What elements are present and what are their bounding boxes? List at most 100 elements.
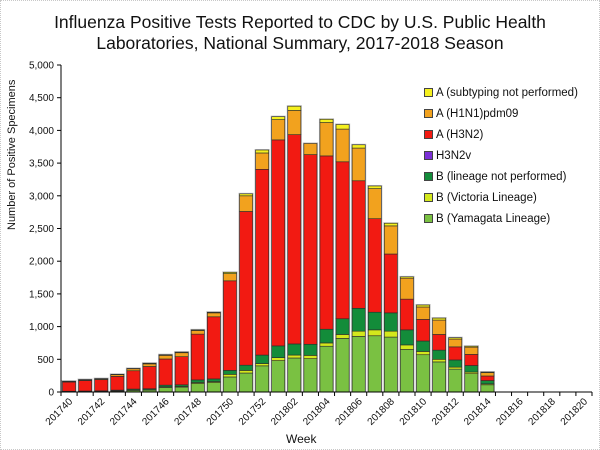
bar-segment-a-subtyping-not-performed — [271, 116, 286, 120]
bar-segment-a-subtyping-not-performed — [158, 354, 173, 356]
bar-segment-a-subtyping-not-performed — [351, 144, 366, 149]
bar-segment-b-yamagata-lineage — [190, 383, 205, 393]
bar-segment-a-h1n1-pdm09 — [158, 355, 173, 360]
x-tick-label: 201752 — [237, 396, 269, 428]
bar-segment-a-h3n2 — [287, 134, 302, 345]
y-tick-label: 4,500 — [29, 93, 54, 104]
x-tick-label: 201816 — [494, 396, 526, 428]
bar-segment-b-lineage-not-performed — [287, 343, 302, 356]
x-tick-label: 201744 — [108, 396, 140, 428]
bar-segment-a-subtyping-not-performed — [223, 272, 237, 274]
bar-segment-b-yamagata-lineage — [207, 382, 221, 393]
bar-segment-b-yamagata-lineage — [400, 349, 414, 393]
bar-segment-a-h3n2 — [239, 211, 253, 366]
legend-item: A (H1N1)pdm09 — [424, 103, 578, 124]
bar-segment-b-victoria-lineage — [303, 355, 318, 359]
bar-segment-a-h1n1-pdm09 — [464, 346, 479, 355]
legend-item: A (subtyping not performed) — [424, 82, 578, 103]
bar-segment-b-victoria-lineage — [223, 374, 237, 378]
y-tick-label: 3,000 — [29, 191, 54, 202]
bar-segment-b-lineage-not-performed — [271, 345, 286, 358]
bar-segment-a-h3n2 — [464, 354, 479, 366]
x-tick-label: 201802 — [269, 396, 301, 428]
bar-segment-a-h3n2 — [174, 356, 189, 386]
bar-segment-a-subtyping-not-performed — [448, 337, 463, 340]
bar-segment-b-lineage-not-performed — [400, 329, 414, 346]
x-tick-label: 201740 — [44, 396, 76, 428]
bar-segment-b-lineage-not-performed — [448, 359, 463, 368]
bar-segment-b-yamagata-lineage — [432, 361, 446, 393]
x-tick-label: 201804 — [301, 396, 333, 428]
legend-label: A (H3N2) — [436, 128, 484, 141]
bar-segment-a-h3n2 — [400, 298, 414, 331]
legend-swatch — [424, 109, 433, 118]
bar-segment-a-h3n2 — [142, 366, 157, 390]
bar-segment-a-h3n2 — [78, 380, 92, 392]
legend-swatch — [424, 130, 433, 139]
bar-segment-b-lineage-not-performed — [432, 349, 446, 360]
bar-segment-b-yamagata-lineage — [335, 338, 350, 393]
bar-segment-b-victoria-lineage — [271, 357, 286, 361]
x-tick-label: 201746 — [140, 396, 172, 428]
bar-segment-b-lineage-not-performed — [223, 370, 237, 375]
bar-segment-b-yamagata-lineage — [174, 386, 189, 393]
bar-segment-a-subtyping-not-performed — [480, 371, 495, 374]
bar-segment-b-lineage-not-performed — [384, 312, 398, 332]
bar-segment-a-h3n2 — [158, 358, 173, 386]
bar-segment-a-h1n1-pdm09 — [255, 152, 269, 170]
legend-swatch — [424, 193, 433, 202]
y-tick-label: 1,500 — [29, 289, 54, 300]
bars-group — [61, 105, 495, 393]
legend-label: H3N2v — [436, 149, 472, 162]
bar-segment-b-yamagata-lineage — [480, 384, 495, 393]
bar-segment-b-victoria-lineage — [255, 363, 269, 367]
bar-segment-b-victoria-lineage — [319, 342, 334, 347]
bar-segment-b-yamagata-lineage — [158, 387, 173, 393]
bar-segment-a-h3n2 — [62, 381, 76, 392]
bar-segment-b-yamagata-lineage — [448, 368, 463, 393]
bar-segment-a-h3n2 — [335, 161, 350, 320]
bar-segment-b-yamagata-lineage — [464, 373, 479, 393]
x-tick-label: 201820 — [559, 396, 591, 428]
bar-segment-b-yamagata-lineage — [384, 336, 398, 393]
bar-segment-a-h1n1-pdm09 — [207, 312, 221, 318]
legend-item: B (Victoria Lineage) — [424, 187, 578, 208]
legend-item: A (H3N2) — [424, 124, 578, 145]
y-tick-label: 3,500 — [29, 159, 54, 170]
y-tick-label: 4,000 — [29, 126, 54, 137]
bar-segment-a-h1n1-pdm09 — [480, 372, 495, 377]
bar-segment-a-h1n1-pdm09 — [287, 110, 302, 135]
bar-segment-b-lineage-not-performed — [367, 311, 382, 331]
x-tick-label: 201812 — [430, 396, 462, 428]
bar-segment-a-h1n1-pdm09 — [351, 147, 366, 182]
bar-segment-a-subtyping-not-performed — [239, 193, 253, 197]
bar-segment-a-h3n2 — [367, 218, 382, 313]
bar-segment-a-h1n1-pdm09 — [448, 338, 463, 348]
bar-segment-b-lineage-not-performed — [239, 364, 253, 371]
bar-segment-a-h3n2 — [110, 376, 125, 391]
bar-segment-a-subtyping-not-performed — [142, 362, 157, 365]
bar-segment-b-victoria-lineage — [384, 330, 398, 338]
bar-segment-b-lineage-not-performed — [207, 378, 221, 382]
bar-segment-a-h1n1-pdm09 — [319, 122, 334, 157]
bar-segment-b-yamagata-lineage — [367, 335, 382, 393]
legend-label: B (lineage not performed) — [436, 170, 567, 183]
bar-segment-b-yamagata-lineage — [223, 376, 237, 393]
bar-segment-a-h3n2 — [319, 155, 334, 330]
x-tick-label: 201814 — [462, 396, 494, 428]
bar-segment-b-victoria-lineage — [367, 329, 382, 337]
bar-segment-a-h1n1-pdm09 — [223, 273, 237, 282]
x-tick-label: 201818 — [527, 396, 559, 428]
x-tick-label: 201808 — [366, 396, 398, 428]
bar-segment-a-h3n2 — [207, 316, 221, 380]
bar-segment-a-h3n2 — [432, 334, 446, 351]
legend-swatch — [424, 88, 433, 97]
legend-item: B (Yamagata Lineage) — [424, 208, 578, 229]
bar-segment-a-h1n1-pdm09 — [271, 119, 286, 141]
bar-segment-a-h3n2 — [271, 139, 286, 347]
chart-title-line-2: Laboratories, National Summary, 2017-201… — [96, 33, 504, 53]
bar-segment-a-h3n2 — [416, 319, 430, 342]
x-axis-label: Week — [286, 432, 317, 446]
bar-segment-a-subtyping-not-performed — [432, 317, 446, 321]
